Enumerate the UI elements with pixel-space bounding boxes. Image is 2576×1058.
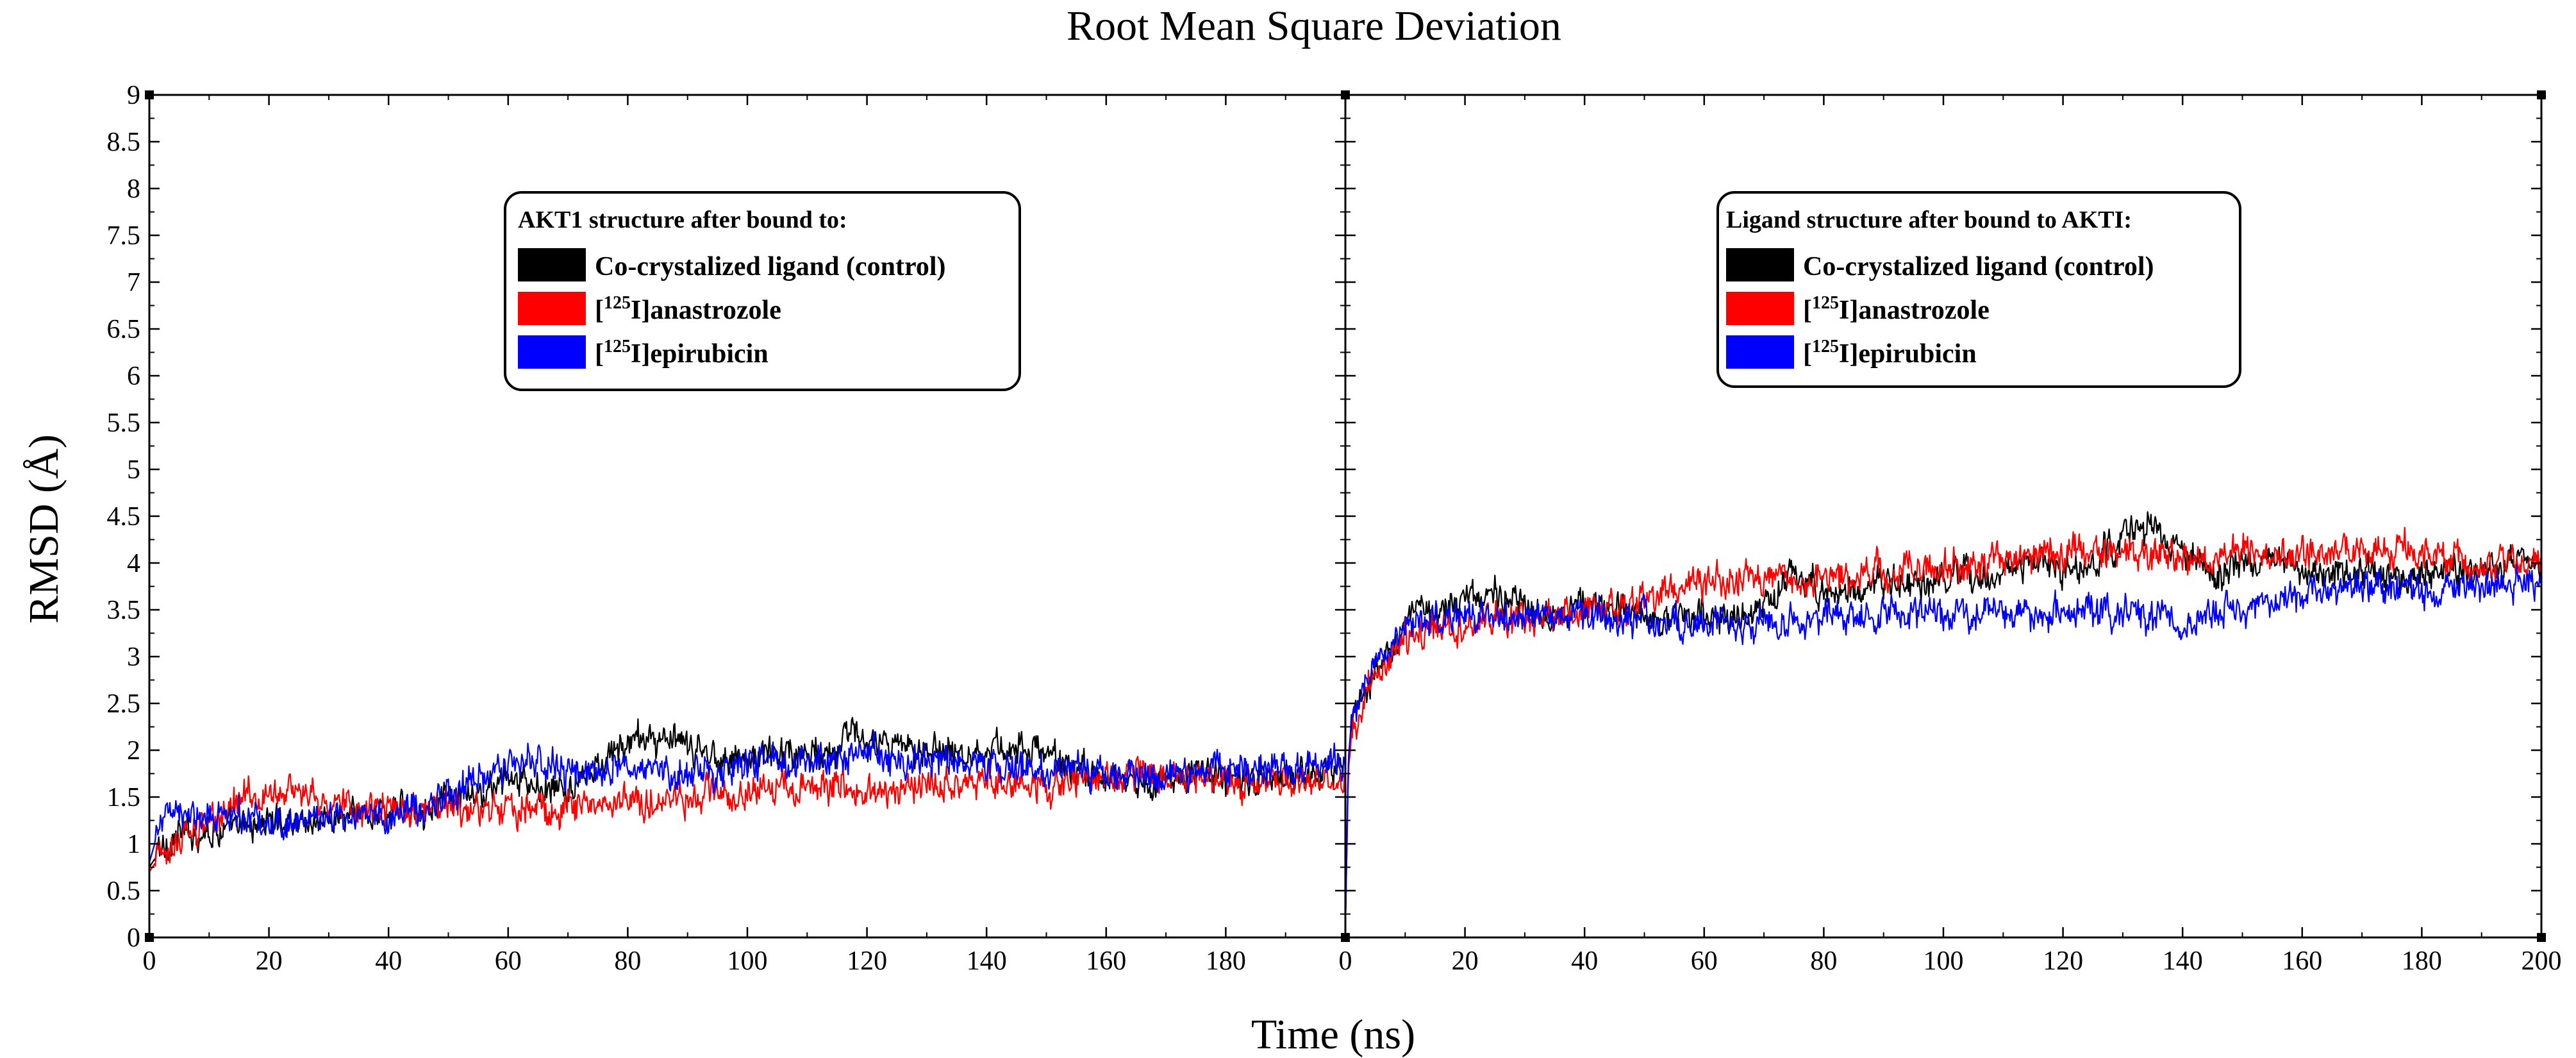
x-axis-label: Time (ns) — [1251, 1011, 1415, 1058]
x-tick-label: 40 — [1571, 946, 1598, 976]
x-tick-label: 160 — [1086, 946, 1126, 976]
series-group — [1344, 511, 2543, 928]
legend-swatch — [518, 248, 586, 281]
corner-marker — [145, 90, 154, 99]
legend-entry: [125I]anastrozole — [1803, 293, 1990, 325]
legend-swatch — [518, 292, 586, 325]
corner-marker — [1341, 90, 1350, 99]
y-tick-label: 3 — [127, 642, 140, 672]
y-tick-label: 5 — [127, 455, 140, 485]
legend-swatch — [1726, 335, 1794, 369]
x-tick-label: 20 — [256, 946, 283, 976]
y-tick-label: 0 — [127, 923, 140, 953]
x-tick-label: 180 — [1206, 946, 1246, 976]
y-tick-label: 4.5 — [107, 502, 141, 532]
y-tick-label: 8 — [127, 174, 140, 204]
x-tick-label: 160 — [2282, 946, 2322, 976]
x-tick-label: 120 — [2043, 946, 2083, 976]
corner-marker — [1341, 933, 1350, 942]
legend-title: AKT1 structure after bound to: — [518, 206, 847, 233]
y-tick-label: 6 — [127, 362, 140, 391]
y-tick-label: 6.5 — [107, 315, 141, 344]
series-group — [148, 717, 1347, 873]
y-tick-label: 2 — [127, 736, 140, 766]
x-tick-label: 120 — [847, 946, 887, 976]
legend: Ligand structure after bound to AKTI: Co-… — [1716, 191, 2241, 388]
series-line-3 — [1344, 564, 2542, 928]
legend-entry: Co-crystalized ligand (control) — [595, 252, 945, 281]
panel-1: 0 0.5 1 1.5 2 2.5 3 3.5 4 4.5 5 5.5 6 6.5 7 7.5 8 8.5 9 0 20… — [107, 81, 1350, 976]
x-tick-label: 60 — [1691, 946, 1718, 976]
legend-swatch — [518, 335, 586, 369]
y-tick-label: 8.5 — [107, 128, 141, 157]
x-tick-label: 140 — [967, 946, 1007, 976]
legend-entry: [125I]anastrozole — [595, 293, 781, 325]
panels: 0 0.5 1 1.5 2 2.5 3 3.5 4 4.5 5 5.5 6 6.5 7 7.5 8 8.5 9 0 20… — [107, 81, 2562, 976]
legend-entry: [125I]epirubicin — [595, 337, 769, 369]
x-tick-label: 0 — [1339, 946, 1352, 976]
x-tick-label: 0 — [143, 946, 156, 976]
y-tick-label: 4 — [127, 549, 140, 578]
y-tick-label: 9 — [127, 81, 140, 110]
corner-marker — [2537, 90, 2546, 99]
legend-title: Ligand structure after bound to AKTI: — [1726, 206, 2132, 233]
y-tick-label: 1.5 — [107, 783, 141, 812]
y-tick-label: 1 — [127, 830, 140, 859]
y-tick-label: 7 — [127, 268, 140, 298]
legend-entry: [125I]epirubicin — [1803, 337, 1977, 369]
corner-marker — [145, 933, 154, 942]
x-tick-label: 200 — [2522, 946, 2562, 976]
legend-swatch — [1726, 292, 1794, 325]
chart-title: Root Mean Square Deviation — [1067, 3, 1561, 49]
series-line-3 — [148, 730, 1347, 863]
legend-box — [1716, 191, 2241, 388]
x-tick-label: 140 — [2163, 946, 2203, 976]
x-tick-label: 80 — [614, 946, 641, 976]
x-tick-label: 20 — [1452, 946, 1479, 976]
x-tick-label: 80 — [1810, 946, 1837, 976]
y-tick-label: 7.5 — [107, 221, 141, 251]
corner-marker — [2537, 933, 2546, 942]
legend: AKT1 structure after bound to: Co-crystal… — [504, 191, 1021, 391]
y-axis-label: RMSD (Å) — [21, 434, 67, 623]
x-tick-label: 100 — [727, 946, 768, 976]
x-tick-label: 100 — [1924, 946, 1964, 976]
x-tick-label: 60 — [495, 946, 522, 976]
x-tick-label: 180 — [2402, 946, 2442, 976]
x-tick-label: 40 — [375, 946, 402, 976]
legend-entry: Co-crystalized ligand (control) — [1803, 252, 2154, 281]
y-tick-label: 3.5 — [107, 596, 141, 625]
legend-swatch — [1726, 248, 1794, 281]
panel-2: 0 20 40 60 80 100 120 140 160 180 200 Ligand struct… — [1339, 90, 2562, 976]
y-tick-label: 5.5 — [107, 408, 141, 438]
legend-box — [504, 191, 1021, 391]
y-tick-label: 2.5 — [107, 689, 141, 719]
y-tick-label: 0.5 — [107, 877, 141, 906]
